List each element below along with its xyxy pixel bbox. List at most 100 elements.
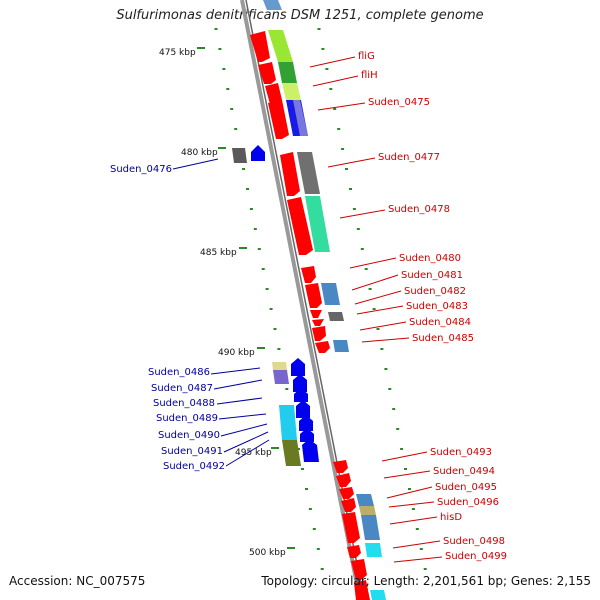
gene-label[interactable]: Suden_0482 [404, 286, 466, 297]
forward-cds-arrow[interactable] [301, 266, 316, 283]
gene-label[interactable]: Suden_0492 [163, 461, 225, 472]
minor-tick [285, 388, 289, 390]
leader-line [216, 397, 263, 405]
minor-tick [301, 468, 304, 470]
gene-label[interactable]: Suden_0494 [433, 466, 495, 477]
gene-label[interactable]: Suden_0475 [368, 97, 430, 108]
minor-tick [388, 388, 392, 390]
forward-cds-track [250, 31, 370, 600]
minor-tick [356, 228, 360, 230]
minor-tick [320, 568, 324, 570]
minor-tick [261, 268, 265, 270]
forward-cds-arrow[interactable] [342, 512, 360, 543]
scale-label: 480 kbp [181, 148, 218, 158]
gene-label[interactable]: Suden_0481 [401, 270, 463, 281]
leader-line [339, 209, 386, 219]
gene-label[interactable]: Suden_0480 [399, 253, 461, 264]
forward-cds-arrow[interactable] [250, 31, 270, 62]
minor-tick [419, 548, 423, 550]
minor-tick [415, 528, 419, 530]
minor-tick [230, 108, 234, 110]
gene-label[interactable]: Suden_0490 [158, 430, 220, 441]
accession-text: Accession: NC_007575 [9, 574, 146, 588]
forward-cds-arrow[interactable] [336, 473, 351, 487]
gene-label[interactable]: Suden_0486 [148, 367, 210, 378]
leader-line [393, 556, 443, 563]
minor-tick [400, 448, 404, 450]
leader-line [213, 379, 263, 390]
gene-label[interactable]: Suden_0484 [409, 317, 471, 328]
gene-label[interactable]: Suden_0483 [406, 301, 468, 312]
gene-label[interactable]: Suden_0499 [445, 551, 507, 562]
forward-cds-arrow[interactable] [351, 559, 367, 580]
reverse-cds-arrow[interactable] [294, 388, 308, 402]
gene-label[interactable]: Suden_0485 [412, 333, 474, 344]
function-block [263, 0, 282, 10]
gene-label[interactable]: Suden_0496 [437, 497, 499, 508]
forward-cds-arrow[interactable] [310, 310, 322, 318]
reverse-cds-arrow[interactable] [302, 439, 319, 462]
function-block [282, 83, 301, 100]
reverse-cds-arrow[interactable] [293, 374, 307, 392]
forward-cds-arrow[interactable] [312, 326, 326, 341]
gene-label[interactable]: Suden_0493 [430, 447, 492, 458]
minor-tick [329, 88, 333, 90]
forward-cds-arrow[interactable] [312, 319, 324, 326]
reverse-cds-arrow[interactable] [251, 145, 265, 161]
minor-tick [312, 528, 316, 530]
gene-label[interactable]: Suden_0498 [443, 536, 505, 547]
function-block [268, 30, 293, 62]
map-title: Sulfurimonas denitrificans DSM 1251, com… [116, 8, 484, 23]
minor-tick [337, 128, 341, 130]
gene-label[interactable]: Suden_0489 [156, 413, 218, 424]
minor-tick [384, 368, 388, 370]
function-block [305, 196, 330, 252]
forward-cds-arrow[interactable] [280, 152, 300, 196]
forward-cds-arrow[interactable] [333, 460, 348, 473]
gene-label[interactable]: Suden_0488 [153, 398, 215, 409]
forward-cds-arrow[interactable] [265, 83, 282, 104]
forward-leader-lines [309, 56, 443, 563]
gene-label[interactable]: Suden_0495 [435, 482, 497, 493]
forward-cds-arrow[interactable] [268, 100, 289, 139]
reverse-cds-arrow[interactable] [299, 415, 313, 431]
minor-tick [253, 228, 257, 230]
scale-label: 500 kbp [249, 548, 286, 558]
forward-cds-arrow[interactable] [305, 283, 322, 308]
minor-tick [325, 68, 329, 70]
function-block [365, 543, 382, 557]
forward-cds-arrow[interactable] [258, 62, 276, 84]
function-block [328, 312, 344, 321]
leader-line [218, 413, 267, 420]
minor-tick [352, 208, 356, 210]
gene-label[interactable]: Suden_0477 [378, 152, 440, 163]
forward-cds-arrow[interactable] [287, 197, 313, 255]
gene-label[interactable]: Suden_0491 [161, 446, 223, 457]
gene-label[interactable]: hisD [440, 512, 462, 523]
forward-labels: fliG fliH Suden_0475 Suden_0477 Suden_04… [358, 51, 507, 562]
forward-cds-arrow[interactable] [354, 580, 370, 600]
gene-label[interactable]: fliG [358, 51, 375, 62]
gene-label[interactable]: Suden_0487 [151, 383, 213, 394]
minor-tick [396, 428, 400, 430]
leader-line [210, 367, 261, 375]
reverse-cds-arrow[interactable] [300, 428, 314, 442]
genome-backbone-shadow [245, 0, 365, 600]
forward-cds-arrow[interactable] [347, 545, 361, 558]
reverse-cds-arrow[interactable] [291, 358, 305, 376]
forward-cds-arrow[interactable] [341, 498, 356, 512]
leader-line [354, 290, 402, 305]
minor-tick [234, 128, 238, 130]
minor-tick [392, 408, 396, 410]
forward-cds-arrow[interactable] [315, 341, 330, 353]
minor-tick [321, 48, 325, 50]
gene-label[interactable]: Suden_0478 [388, 204, 450, 215]
reverse-cds-arrow[interactable] [296, 400, 310, 418]
minor-tick [376, 328, 380, 330]
minor-tick [341, 148, 345, 150]
gene-label[interactable]: fliH [361, 70, 378, 81]
forward-cds-arrow[interactable] [339, 487, 354, 499]
minor-tick [242, 168, 245, 170]
gene-label[interactable]: Suden_0476 [110, 164, 172, 175]
